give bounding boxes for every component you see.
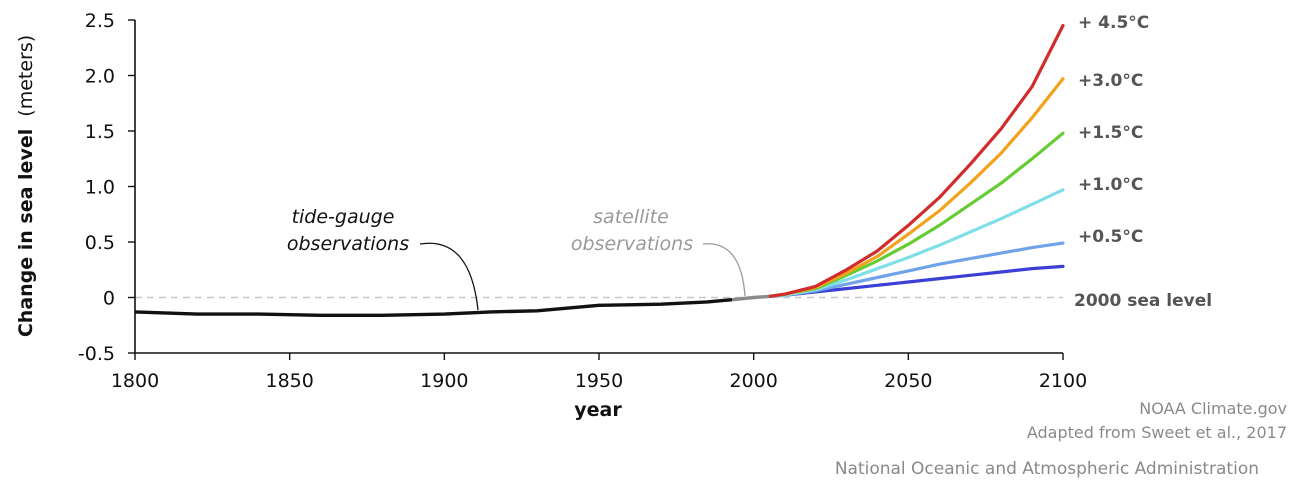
observed-line-satellite xyxy=(731,294,770,302)
reference-line-label: 2000 sea level xyxy=(1074,291,1212,311)
series-line xyxy=(767,131,1065,298)
satellite-label-line1: satellite xyxy=(593,206,669,228)
series-label: +3.0°C xyxy=(1078,71,1143,91)
y-tick-label: 1.5 xyxy=(85,121,115,143)
series-label: +1.5°C xyxy=(1078,123,1143,143)
satellite-annotation: satellite observations xyxy=(571,206,746,297)
x-tick-label: 1900 xyxy=(420,370,468,392)
x-tick-label: 1800 xyxy=(111,370,159,392)
credit-adapted: Adapted from Sweet et al., 2017 xyxy=(1026,423,1287,442)
x-tick-label: 2050 xyxy=(884,370,932,392)
x-tick-label: 1950 xyxy=(575,370,623,392)
x-tick-label: 2000 xyxy=(729,370,777,392)
tide-gauge-annotation: tide-gauge observations xyxy=(287,206,479,311)
credit-agency: National Oceanic and Atmospheric Adminis… xyxy=(834,459,1259,479)
series-label: +0.5°C xyxy=(1078,227,1143,247)
tide-gauge-label-line1: tide-gauge xyxy=(292,206,395,228)
y-tick-label: 0 xyxy=(103,288,115,310)
x-axis-label: year xyxy=(574,399,622,421)
series-layer xyxy=(134,23,1065,317)
tide-gauge-pointer xyxy=(419,242,479,311)
y-tick-label: 1.0 xyxy=(85,177,115,199)
x-tick-label: 2100 xyxy=(1039,370,1087,392)
observed-line-tide-gauge xyxy=(134,298,733,317)
series-label: + 4.5°C xyxy=(1078,13,1149,33)
y-tick-label: 2.5 xyxy=(85,10,115,32)
credit-noaa: NOAA Climate.gov xyxy=(1139,399,1287,418)
y-axis-label-unit: (meters) xyxy=(15,35,37,117)
y-tick-label: 0.5 xyxy=(85,232,115,254)
series-label: +1.0°C xyxy=(1078,175,1143,195)
axes: 2.5 2.0 1.5 1.0 0.5 0 -0.5 1800 1850 1900 1950 2000… xyxy=(78,10,1087,392)
series-line xyxy=(767,23,1065,298)
y-axis-label-main: Change in sea level xyxy=(15,129,37,337)
satellite-label-line2: observations xyxy=(571,233,693,255)
y-tick-label: 2.0 xyxy=(85,66,115,88)
series-line xyxy=(767,77,1065,298)
tide-gauge-label-line2: observations xyxy=(287,233,409,255)
x-tick-label: 1850 xyxy=(265,370,313,392)
y-tick-label: -0.5 xyxy=(78,343,115,365)
satellite-pointer xyxy=(702,243,746,297)
y-axis-label: Change in sea level (meters) xyxy=(15,35,37,337)
labels-layer: + 4.5°C +3.0°C +1.5°C +1.0°C +0.5°C xyxy=(1078,13,1149,247)
